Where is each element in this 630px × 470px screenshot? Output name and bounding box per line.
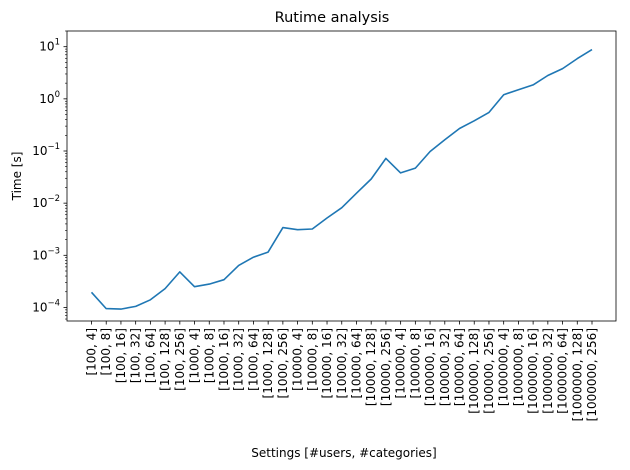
x-tick-label: [1000, 8]	[202, 328, 216, 383]
x-tick-label: [1000000, 64]	[556, 328, 570, 414]
x-tick-label: [10000, 16]	[320, 328, 334, 398]
x-tick-label: [100000, 256]	[482, 328, 496, 414]
x-tick-label: [1000000, 32]	[541, 328, 555, 414]
x-tick-label: [1000, 64]	[246, 328, 260, 391]
x-tick-label: [100, 128]	[158, 328, 172, 391]
x-tick-label: [1000000, 128]	[570, 328, 584, 421]
x-tick-label: [100, 32]	[129, 328, 143, 383]
x-tick-label: [1000000, 16]	[526, 328, 540, 414]
x-tick-label: [1000, 4]	[188, 328, 202, 383]
x-tick-label: [10000, 32]	[335, 328, 349, 398]
x-tick-label: [10000, 64]	[350, 328, 364, 398]
x-tick-label: [100000, 64]	[453, 328, 467, 406]
x-tick-label: [100000, 8]	[408, 328, 422, 398]
x-tick-label: [1000, 16]	[217, 328, 231, 391]
x-tick-label: [10000, 128]	[364, 328, 378, 406]
x-tick-label: [100, 256]	[173, 328, 187, 391]
x-tick-label: [1000, 32]	[232, 328, 246, 391]
x-axis-label: Settings [#users, #categories]	[251, 446, 436, 460]
x-tick-label: [1000000, 8]	[511, 328, 525, 406]
x-tick-label: [100000, 32]	[438, 328, 452, 406]
x-tick-label: [100, 64]	[143, 328, 157, 383]
x-tick-label: [1000, 256]	[276, 328, 290, 398]
runtime-series-line	[90, 48, 593, 310]
y-axis: 10−4 10−3 10−2 10−1 100 101	[32, 30, 67, 320]
x-tick-label: [100000, 128]	[467, 328, 481, 414]
y-tick-label: 10−1	[32, 142, 60, 158]
y-tick-label: 10−3	[32, 246, 60, 262]
x-tick-label: [100000, 4]	[394, 328, 408, 398]
y-axis-label: Time [s]	[10, 152, 24, 202]
x-tick-label: [10000, 4]	[291, 328, 305, 391]
y-tick-label: 101	[39, 38, 60, 54]
plot-area-frame	[66, 30, 617, 322]
x-tick-label: [100000, 16]	[423, 328, 437, 406]
y-tick-label: 10−4	[32, 298, 60, 314]
x-tick-label: [1000000, 4]	[497, 328, 511, 406]
x-tick-label: [1000, 128]	[261, 328, 275, 398]
x-tick-label: [100, 8]	[99, 328, 113, 376]
x-tick-label: [10000, 8]	[305, 328, 319, 391]
x-tick-label: [100, 4]	[85, 328, 99, 376]
x-tick-label: [10000, 256]	[379, 328, 393, 406]
x-axis: [100, 4] [100, 8] [100, 16] [100, 32] [100, …	[85, 321, 599, 421]
y-tick-label: 100	[39, 90, 60, 106]
x-tick-label: [1000000, 256]	[585, 328, 599, 421]
x-tick-label: [100, 16]	[114, 328, 128, 383]
chart-title: Rutime analysis	[275, 10, 390, 26]
y-tick-label: 10−2	[32, 194, 60, 210]
